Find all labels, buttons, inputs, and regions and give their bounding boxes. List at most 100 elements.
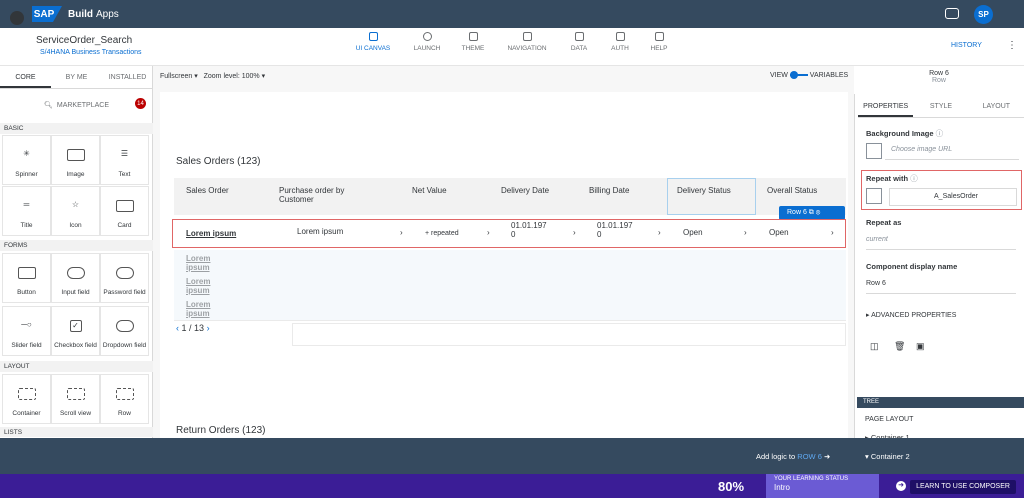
chevron-right-icon[interactable]: › bbox=[744, 228, 747, 237]
button-icon bbox=[17, 267, 36, 279]
learning-status-label: YOUR LEARNING STATUS bbox=[774, 476, 849, 482]
background-image-input[interactable]: Choose image URL bbox=[885, 142, 1019, 160]
canvas-icon bbox=[368, 32, 378, 41]
copy-icon[interactable]: ⧉ bbox=[808, 209, 814, 216]
nav-label: UI CANVAS bbox=[355, 45, 391, 52]
chevron-right-icon[interactable]: › bbox=[658, 228, 661, 237]
repeat-with-input[interactable]: A_SalesOrder bbox=[889, 188, 1017, 206]
next-page-icon[interactable]: › bbox=[206, 323, 210, 333]
col-delivery-status-frame bbox=[667, 178, 756, 215]
card-icon bbox=[115, 200, 134, 212]
advanced-properties-toggle[interactable]: ▸ ADVANCED PROPERTIES bbox=[866, 312, 957, 319]
auth-icon bbox=[615, 32, 625, 41]
layout-icon[interactable]: ◫ bbox=[870, 341, 879, 351]
nav-theme[interactable]: THEME bbox=[443, 32, 503, 52]
nav-help[interactable]: HELP bbox=[629, 32, 689, 52]
tab-core[interactable]: CORE bbox=[0, 67, 51, 88]
learn-composer-button[interactable]: LEARN TO USE COMPOSER bbox=[910, 480, 1016, 494]
tree-item-container-1[interactable]: ▸ Container 1 bbox=[865, 433, 910, 442]
nav-navigation[interactable]: NAVIGATION bbox=[497, 32, 557, 52]
container-icon bbox=[17, 388, 36, 400]
view-variables-toggle[interactable]: VIEW VARIABLES bbox=[770, 71, 848, 80]
selected-component-header: Row 6 Row bbox=[854, 66, 1024, 94]
cell-billing-date: 01.01.197 0 bbox=[597, 221, 633, 239]
image-picker-icon[interactable] bbox=[866, 143, 882, 159]
zoom-dropdown[interactable]: Zoom level: 100% ▾ bbox=[203, 73, 266, 80]
canvas-toolbar: Fullscreen ▾ Zoom level: 100% ▾ bbox=[160, 72, 265, 80]
learning-status-value: Intro bbox=[774, 483, 791, 492]
avatar[interactable]: SP bbox=[974, 5, 993, 24]
cell-sales-order[interactable]: Lorem ipsum bbox=[186, 300, 211, 318]
properties-panel bbox=[854, 66, 1024, 438]
component-button[interactable]: Button bbox=[2, 253, 51, 303]
add-logic-button[interactable]: Add logic to ROW 6 ➜ bbox=[756, 452, 830, 461]
fullscreen-dropdown[interactable]: Fullscreen ▾ bbox=[160, 73, 198, 80]
cell-purchase-order: Lorem ipsum bbox=[297, 227, 344, 236]
inspect-icon[interactable]: ▣ bbox=[916, 341, 925, 351]
tree-page-layout[interactable]: PAGE LAYOUT bbox=[865, 416, 914, 423]
dropdown-icon bbox=[115, 320, 134, 332]
tree-item-container-2[interactable]: ▾ Container 2 bbox=[865, 452, 910, 461]
cell-sales-order[interactable]: Lorem ipsum bbox=[186, 229, 237, 238]
component-password-field[interactable]: Password field bbox=[100, 253, 149, 303]
close-icon[interactable]: ⊗ bbox=[815, 209, 821, 216]
search-icon: 🔍︎ bbox=[43, 102, 53, 109]
repeat-as-input[interactable]: current bbox=[866, 232, 1016, 250]
sap-logo: SAP bbox=[32, 6, 62, 22]
nav-label: AUTH bbox=[611, 45, 629, 52]
prev-page-icon[interactable]: ‹ bbox=[176, 323, 179, 333]
tab-properties[interactable]: PROPERTIES bbox=[858, 96, 914, 117]
nav-ui-canvas[interactable]: UI CANVAS bbox=[343, 32, 403, 52]
chevron-right-icon[interactable]: › bbox=[400, 228, 403, 237]
info-icon[interactable]: ⓘ bbox=[910, 174, 918, 183]
component-spinner[interactable]: ✳ Spinner bbox=[2, 135, 51, 185]
history-button[interactable]: HISTORY bbox=[951, 42, 982, 49]
marketplace-link[interactable]: 🔍︎ MARKETPLACE bbox=[0, 92, 153, 118]
app-name: ServiceOrder_Search bbox=[36, 35, 133, 46]
component-image[interactable]: Image bbox=[51, 135, 100, 185]
delete-icon[interactable]: 🗑︎ bbox=[894, 341, 906, 351]
component-card[interactable]: Card bbox=[100, 186, 149, 236]
arrow-right-icon[interactable]: ➜ bbox=[896, 481, 906, 491]
nav-auth[interactable]: AUTH bbox=[590, 32, 650, 52]
learning-status: YOUR LEARNING STATUS Intro bbox=[766, 474, 879, 498]
more-icon[interactable]: ⋮ bbox=[1007, 40, 1017, 51]
tab-style[interactable]: STYLE bbox=[929, 103, 953, 110]
feedback-icon[interactable] bbox=[945, 8, 959, 19]
shell-title-text: Apps bbox=[96, 8, 119, 20]
chevron-right-icon[interactable]: › bbox=[487, 228, 490, 237]
component-container[interactable]: Container bbox=[2, 374, 51, 424]
table-row bbox=[174, 273, 846, 298]
component-text[interactable]: ☰ Text bbox=[100, 135, 149, 185]
selected-row[interactable] bbox=[172, 219, 846, 248]
row-icon bbox=[115, 388, 134, 400]
component-input-field[interactable]: Input field bbox=[51, 253, 100, 303]
notification-badge: 14 bbox=[135, 98, 146, 109]
component-title[interactable]: ═ Title bbox=[2, 186, 51, 236]
tree-item-label: Container 1 bbox=[871, 433, 910, 442]
tab-layout[interactable]: LAYOUT bbox=[982, 103, 1011, 110]
display-name-input[interactable]: Row 6 bbox=[866, 276, 1016, 294]
app-subtitle[interactable]: S/4HANA Business Transactions bbox=[40, 49, 142, 56]
component-scroll-view[interactable]: Scroll view bbox=[51, 374, 100, 424]
component-icon[interactable]: ☆ Icon bbox=[51, 186, 100, 236]
col-delivery-date: Delivery Date bbox=[501, 186, 550, 195]
shell-title-bold: Build bbox=[68, 8, 93, 20]
nav-launch[interactable]: LAUNCH bbox=[397, 32, 457, 52]
chevron-right-icon[interactable]: › bbox=[573, 228, 576, 237]
cell-sales-order[interactable]: Lorem ipsum bbox=[186, 277, 211, 295]
cell-sales-order[interactable]: Lorem ipsum bbox=[186, 254, 211, 272]
background-image-label: Background Image ⓘ bbox=[866, 128, 943, 139]
nav-data[interactable]: DATA bbox=[549, 32, 609, 52]
component-dropdown-field[interactable]: Dropdown field bbox=[100, 306, 149, 356]
app-icon bbox=[10, 11, 24, 25]
component-checkbox-field[interactable]: ✓ Checkbox field bbox=[51, 306, 100, 356]
row-selection-tag[interactable]: Row 6 ⧉ ⊗ bbox=[779, 206, 845, 220]
info-icon[interactable]: ⓘ bbox=[935, 129, 944, 138]
component-row[interactable]: Row bbox=[100, 374, 149, 424]
chevron-right-icon[interactable]: › bbox=[831, 228, 834, 237]
tab-by-me[interactable]: BY ME bbox=[65, 74, 88, 81]
binding-icon[interactable] bbox=[866, 188, 882, 204]
component-slider-field[interactable]: ─○ Slider field bbox=[2, 306, 51, 356]
tab-installed[interactable]: INSTALLED bbox=[108, 74, 147, 81]
